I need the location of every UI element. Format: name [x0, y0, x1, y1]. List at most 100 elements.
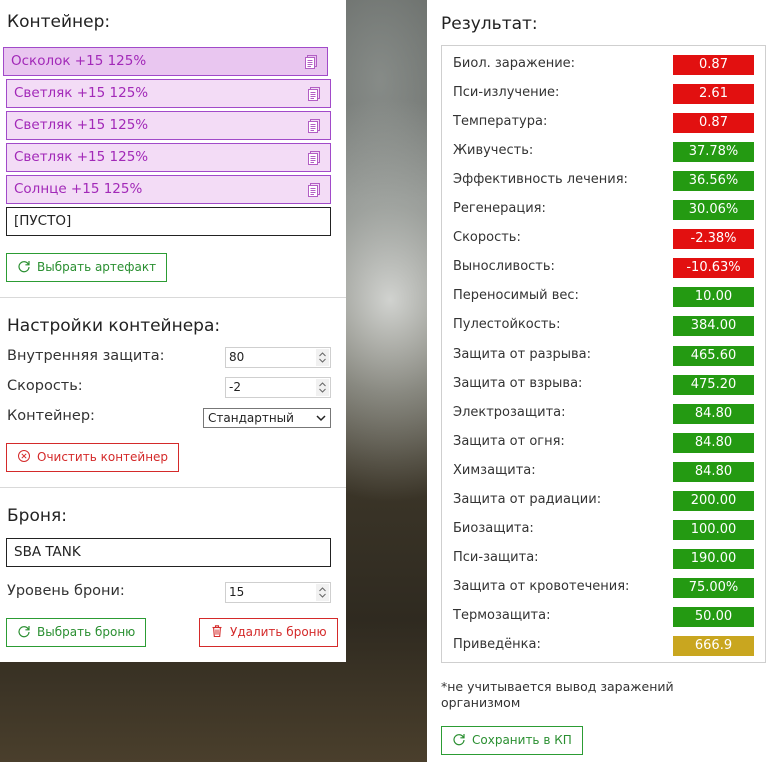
spinner-icon[interactable] — [316, 349, 329, 366]
stat-value: 384.00 — [673, 316, 754, 337]
stat-value: 10.00 — [673, 287, 754, 308]
stat-row: Биозащита: 100.00 — [442, 515, 765, 544]
stat-value: 37.78% — [673, 142, 754, 163]
stat-value: 84.80 — [673, 403, 754, 424]
stat-row: Пси-защита: 190.00 — [442, 544, 765, 573]
stat-row: Температура: 0.87 — [442, 108, 765, 137]
stat-row: Выносливость: -10.63% — [442, 253, 765, 282]
stat-value: 75.00% — [673, 577, 754, 598]
armor-name-field[interactable]: SBA TANK — [6, 538, 331, 567]
document-icon[interactable] — [303, 54, 319, 70]
artifact-slot-3[interactable]: Светляк +15 125% — [6, 111, 331, 140]
stat-row: Химзащита: 84.80 — [442, 457, 765, 486]
stat-value: 0.87 — [673, 55, 754, 75]
right-panel: Результат: Биол. заражение: 0.87 Пси-излуч… — [427, 0, 772, 762]
stat-value: 190.00 — [673, 548, 754, 569]
artifact-slot-2[interactable]: Светляк +15 125% — [6, 79, 331, 108]
save-label: Сохранить в КП — [472, 733, 572, 747]
stat-label: Защита от огня: — [453, 433, 565, 449]
container-title: Контейнер: — [7, 12, 111, 32]
stat-row: Защита от кровотечения: 75.00% — [442, 573, 765, 602]
stat-label: Приведёнка: — [453, 637, 541, 652]
stat-value: 30.06% — [673, 200, 754, 221]
save-button[interactable]: Сохранить в КП — [441, 726, 583, 755]
select-armor-button[interactable]: Выбрать броню — [6, 618, 147, 647]
stat-row: Защита от радиации: 200.00 — [442, 486, 765, 515]
stat-label: Защита от радиации: — [453, 491, 602, 507]
stat-label: Защита от разрыва: — [453, 346, 591, 362]
stat-label: Защита от кровотечения: — [453, 578, 630, 594]
stat-value: 0.87 — [673, 113, 754, 134]
delete-armor-button[interactable]: Удалить броню — [199, 618, 338, 647]
footnote: *не учитывается вывод заражений организм… — [441, 679, 674, 710]
artifact-slot-4[interactable]: Светляк +15 125% — [6, 143, 331, 172]
stats-table: Биол. заражение: 0.87 Пси-излучение: 2.61 Те… — [441, 45, 766, 663]
stat-row: Скорость: -2.38% — [442, 224, 765, 253]
trash-icon — [212, 625, 222, 638]
settings-title: Настройки контейнера: — [7, 316, 221, 336]
artifact-slot-label: Светляк +15 125% — [14, 85, 149, 101]
stat-label: Биол. заражение: — [453, 56, 576, 71]
clear-container-label: Очистить контейнер — [37, 450, 169, 464]
stat-row: Защита от взрыва: 475.20 — [442, 370, 765, 399]
stat-value: -2.38% — [673, 229, 754, 250]
select-artifact-label: Выбрать артефакт — [37, 260, 157, 274]
artifact-slot-label: Светляк +15 125% — [14, 149, 149, 165]
speed-label: Скорость: — [7, 378, 83, 394]
clear-container-button[interactable]: Очистить контейнер — [6, 443, 180, 472]
spinner-icon[interactable] — [316, 584, 329, 601]
document-icon[interactable] — [306, 118, 322, 134]
stat-value: -10.63% — [673, 258, 754, 279]
stat-value: 200.00 — [673, 490, 754, 511]
artifact-slot-label: Осколок +15 125% — [11, 53, 147, 69]
select-armor-label: Выбрать броню — [37, 625, 136, 639]
stat-value: 465.60 — [673, 345, 754, 366]
divider — [0, 487, 346, 488]
stat-label: Пси-защита: — [453, 549, 539, 565]
stat-row: Переносимый вес: 10.00 — [442, 282, 765, 311]
stat-row: Электрозащита: 84.80 — [442, 399, 765, 428]
stat-row: Пулестойкость: 384.00 — [442, 311, 765, 340]
delete-armor-label: Удалить броню — [230, 625, 327, 639]
stat-value: 475.20 — [673, 374, 754, 395]
stat-value: 100.00 — [673, 519, 754, 540]
stat-value: 2.61 — [673, 84, 754, 105]
document-icon[interactable] — [306, 182, 322, 198]
stat-row: Регенерация: 30.06% — [442, 195, 765, 224]
internal-protection-input[interactable]: 80 — [225, 347, 331, 368]
stat-label: Температура: — [453, 114, 548, 130]
left-panel: Контейнер: Осколок +15 125% Светляк +15 … — [0, 0, 346, 662]
empty-slot-label: [ПУСТО] — [14, 213, 72, 229]
refresh-icon — [18, 261, 30, 273]
speed-input[interactable]: -2 — [225, 377, 331, 398]
stat-row: Приведёнка: 666.9 — [442, 631, 765, 660]
spinner-icon[interactable] — [316, 379, 329, 396]
artifact-slot-empty[interactable]: [ПУСТО] — [6, 207, 331, 236]
stat-value: 84.80 — [673, 432, 754, 453]
stat-row: Пси-излучение: 2.61 — [442, 79, 765, 108]
document-icon[interactable] — [306, 150, 322, 166]
stat-label: Регенерация: — [453, 201, 546, 217]
container-type-label: Контейнер: — [7, 408, 95, 424]
artifact-slot-1[interactable]: Осколок +15 125% — [3, 47, 328, 76]
internal-protection-label: Внутренняя защита: — [7, 348, 165, 364]
stat-label: Электрозащита: — [453, 404, 566, 420]
stat-label: Термозащита: — [453, 607, 551, 623]
chevron-down-icon — [316, 415, 326, 422]
stat-label: Переносимый вес: — [453, 288, 579, 304]
document-icon[interactable] — [306, 86, 322, 102]
armor-level-input[interactable]: 15 — [225, 582, 331, 603]
armor-title: Броня: — [7, 506, 67, 526]
armor-level-label: Уровень брони: — [7, 583, 125, 599]
clear-circle-icon — [18, 450, 30, 462]
stat-value: 50.00 — [673, 606, 754, 627]
artifact-slot-5[interactable]: Солнце +15 125% — [6, 175, 331, 204]
stat-label: Выносливость: — [453, 259, 555, 275]
internal-protection-value: 80 — [229, 350, 245, 364]
container-type-value: Стандартный — [208, 411, 294, 425]
container-type-select[interactable]: Стандартный — [203, 408, 331, 428]
select-artifact-button[interactable]: Выбрать артефакт — [6, 253, 168, 282]
armor-level-value: 15 — [229, 585, 245, 599]
refresh-icon — [453, 734, 465, 746]
